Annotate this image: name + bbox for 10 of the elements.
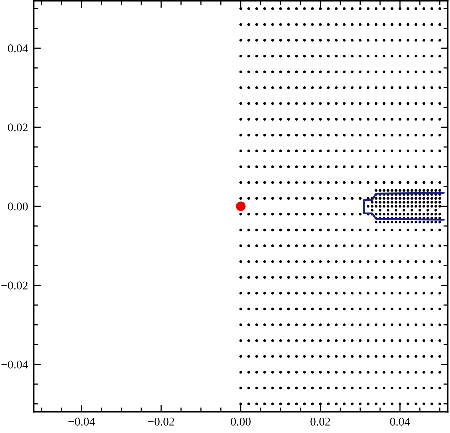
y-tick-label: 0.02 — [8, 124, 28, 132]
x-tick-label: 0.00 — [231, 418, 251, 426]
x-tick-label: 0.04 — [390, 418, 410, 426]
x-tick-label: 0.02 — [310, 418, 330, 426]
y-tick-label: 0.04 — [8, 44, 28, 53]
y-tick-label: −0.04 — [2, 360, 28, 369]
x-tick-label: −0.02 — [148, 418, 174, 426]
y-tick-label: −0.02 — [2, 282, 28, 290]
y-tick-label: 0.00 — [8, 202, 28, 211]
x-tick-label: −0.04 — [68, 418, 96, 426]
